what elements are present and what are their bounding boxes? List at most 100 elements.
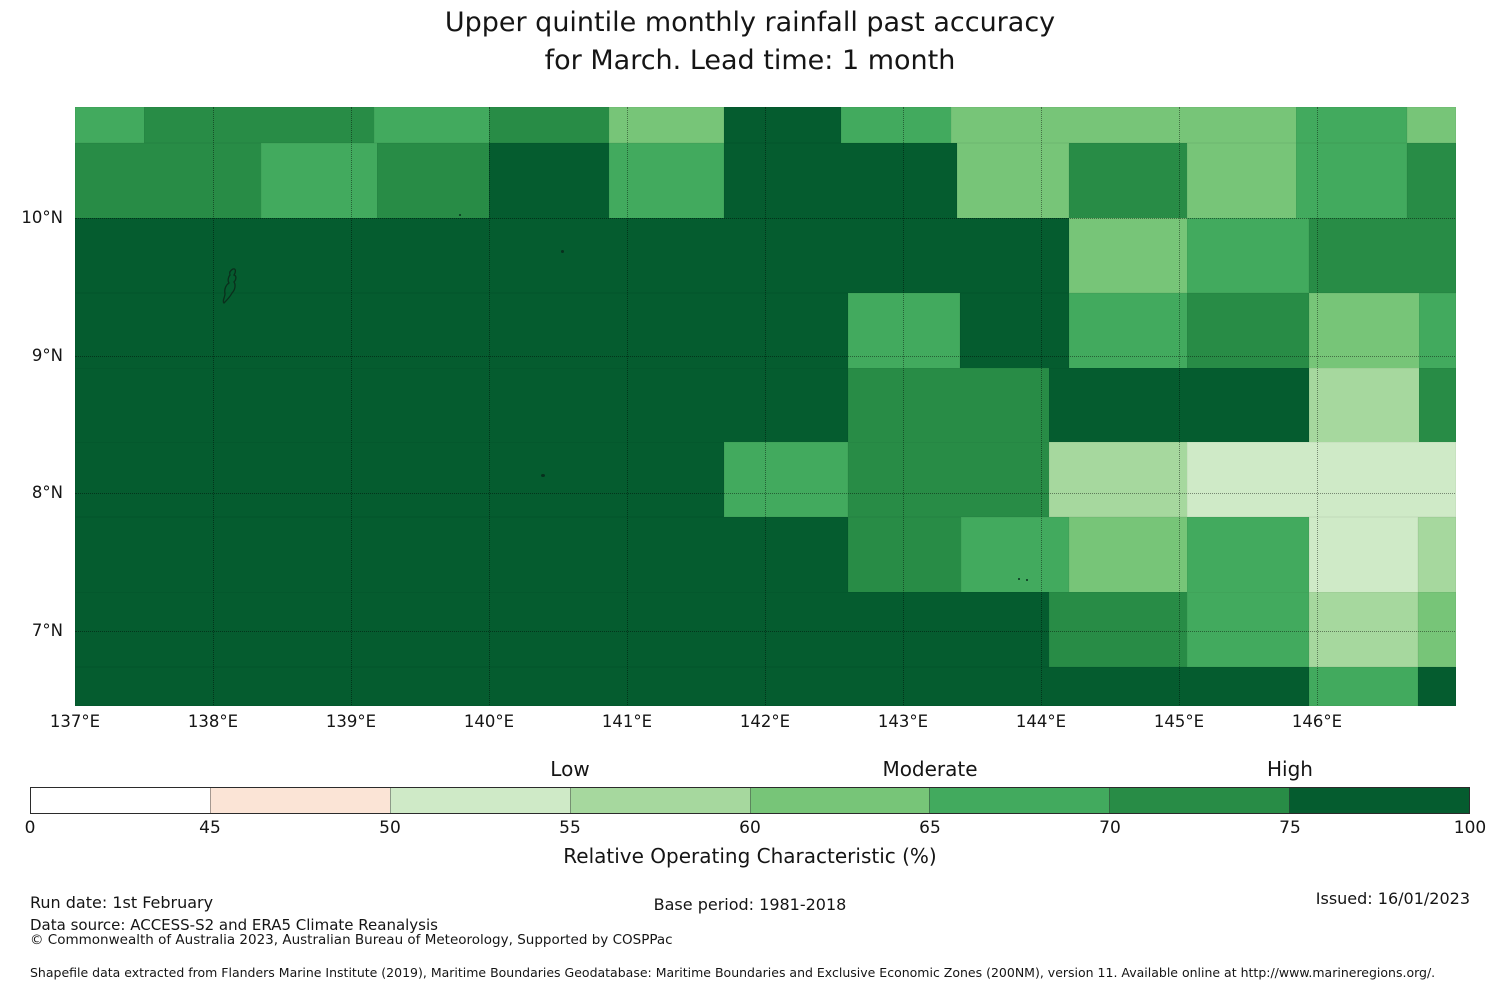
roc-cell xyxy=(75,592,1050,668)
roc-cell xyxy=(75,666,1310,706)
roc-cell xyxy=(1049,592,1188,668)
roc-cell xyxy=(956,142,1070,219)
graticule-meridian xyxy=(489,107,490,705)
graticule-meridian xyxy=(1179,107,1180,705)
roc-cell xyxy=(1417,516,1456,593)
roc-cell xyxy=(1406,107,1456,144)
colorbar-segment-60-65 xyxy=(749,788,930,813)
colorbar-tick-label: 60 xyxy=(739,818,761,838)
graticule-parallel xyxy=(75,630,1455,632)
roc-cell xyxy=(1417,666,1456,706)
roc-cell xyxy=(489,142,610,219)
roc-cell xyxy=(1187,292,1310,369)
x-tick-label: 143°E xyxy=(877,712,929,731)
roc-cell xyxy=(261,142,378,219)
y-tick-label: 7°N xyxy=(31,620,63,640)
colorbar-tick-label: 65 xyxy=(919,818,941,838)
roc-cell xyxy=(1187,592,1310,668)
roc-cell xyxy=(1296,142,1408,219)
roc-cell xyxy=(847,516,962,593)
data-source-text: Data source: ACCESS-S2 and ERA5 Climate … xyxy=(30,916,438,934)
x-tick-label: 137°E xyxy=(49,712,101,731)
colorbar xyxy=(30,787,1470,814)
colorbar-axis-label: Relative Operating Characteristic (%) xyxy=(563,844,937,868)
roc-cell xyxy=(1308,592,1419,668)
roc-cell xyxy=(723,442,849,518)
roc-cell xyxy=(377,142,490,219)
colorbar-tick-label: 50 xyxy=(379,818,401,838)
roc-cell xyxy=(75,292,849,369)
roc-cell xyxy=(1187,442,1456,518)
roc-cell xyxy=(1419,292,1456,369)
colorbar-segment-55-60 xyxy=(569,788,750,813)
colorbar-tick-label: 0 xyxy=(24,818,36,838)
colorbar-segment-65-70 xyxy=(929,788,1110,813)
roc-cell xyxy=(1187,516,1310,593)
roc-cell xyxy=(847,368,1050,444)
graticule-meridian xyxy=(903,107,904,705)
base-period-text: Base period: 1981-2018 xyxy=(653,895,847,914)
roc-cell xyxy=(960,516,1070,593)
roc-cell xyxy=(75,218,1070,294)
roc-cell xyxy=(959,292,1070,369)
roc-cell xyxy=(1296,107,1408,144)
roc-cell xyxy=(1187,218,1310,294)
roc-cell xyxy=(75,516,849,593)
roc-cell xyxy=(1308,516,1419,593)
run-date-text: Run date: 1st February xyxy=(30,893,214,912)
colorbar-tier-label-high: High xyxy=(1267,757,1313,781)
colorbar-segment-50-55 xyxy=(389,788,570,813)
colorbar-segment-45-50 xyxy=(209,788,390,813)
roc-cell xyxy=(847,292,961,369)
graticule-meridian xyxy=(213,107,214,705)
islet-dot xyxy=(1018,578,1020,580)
x-tick-label: 146°E xyxy=(1291,712,1343,731)
roc-cell xyxy=(1406,142,1456,219)
x-tick-label: 144°E xyxy=(1015,712,1067,731)
colorbar-tick-label: 100 xyxy=(1453,818,1487,838)
roc-cell xyxy=(1068,142,1188,219)
roc-cell xyxy=(1068,292,1188,369)
islet-dot xyxy=(541,474,545,477)
roc-cell xyxy=(951,107,1297,144)
x-tick-label: 142°E xyxy=(739,712,791,731)
colorbar-tier-label-moderate: Moderate xyxy=(882,757,978,781)
chart-title-line2: for March. Lead time: 1 month xyxy=(544,45,956,76)
copyright-text: © Commonwealth of Australia 2023, Austra… xyxy=(30,932,673,948)
colorbar-tick-label: 45 xyxy=(199,818,221,838)
y-tick-label: 8°N xyxy=(31,483,63,503)
roc-cell xyxy=(1068,516,1188,593)
colorbar-tick-label: 75 xyxy=(1279,818,1301,838)
roc-cell xyxy=(1049,442,1188,518)
graticule-meridian xyxy=(627,107,628,705)
graticule-meridian xyxy=(351,107,352,705)
roc-cell xyxy=(1187,142,1297,219)
roc-cell xyxy=(609,107,725,144)
graticule-parallel xyxy=(75,218,1455,220)
islet-dot xyxy=(459,214,461,216)
roc-cell xyxy=(75,107,145,144)
x-tick-label: 145°E xyxy=(1153,712,1205,731)
islet-dot xyxy=(561,250,564,253)
shapefile-attribution-text: Shapefile data extracted from Flanders M… xyxy=(30,965,1436,980)
roc-cell xyxy=(840,107,952,144)
roc-cell xyxy=(723,107,842,144)
roc-cell xyxy=(75,442,725,518)
colorbar-segment-0-45 xyxy=(31,788,210,813)
islet-dot xyxy=(1026,579,1028,581)
y-tick-label: 9°N xyxy=(31,345,63,365)
roc-cell xyxy=(847,442,1050,518)
chart-title: Upper quintile monthly rainfall past acc… xyxy=(0,4,1500,80)
roc-cell xyxy=(489,107,610,144)
roc-cell xyxy=(1308,218,1456,294)
graticule-meridian xyxy=(1317,107,1318,705)
graticule-meridian xyxy=(765,107,766,705)
issued-date-text: Issued: 16/01/2023 xyxy=(1315,889,1470,908)
colorbar-segment-70-75 xyxy=(1109,788,1290,813)
x-tick-label: 141°E xyxy=(601,712,653,731)
colorbar-segment-75-100 xyxy=(1289,788,1469,813)
palau-main-island-outline xyxy=(221,267,243,305)
x-tick-label: 140°E xyxy=(463,712,515,731)
graticule-parallel xyxy=(75,355,1455,357)
